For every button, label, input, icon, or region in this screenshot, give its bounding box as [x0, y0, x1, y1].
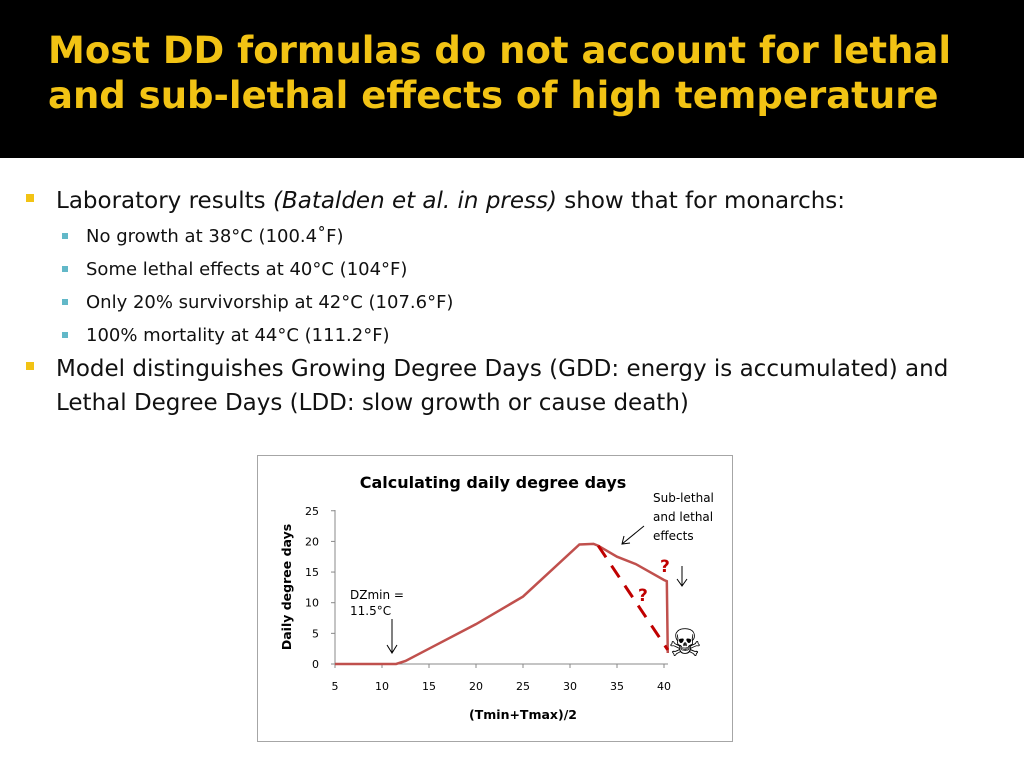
- chart-frame: Calculating daily degree days 0 5 10 15 20 25…: [257, 455, 733, 742]
- title-bar: Most DD formulas do not account for leth…: [0, 0, 1024, 158]
- dzmin-annotation: DZmin = 11.5°C: [350, 588, 404, 618]
- sublethal-arrow: [621, 525, 645, 545]
- sublethal-arrowhead: [621, 535, 631, 545]
- question-mark-lower: ?: [638, 586, 648, 606]
- x-tick-label: 40: [657, 680, 671, 693]
- y-tick-label: 5: [312, 627, 319, 640]
- subbullet-text: No growth at 38°C (100.4˚F): [86, 226, 344, 247]
- degree-days-line: [335, 542, 670, 666]
- y-axis-label: Daily degree days: [279, 524, 294, 650]
- y-tick-label: 10: [305, 597, 319, 610]
- subbullet: No growth at 38°C (100.4˚F): [62, 224, 343, 250]
- x-tick-label: 10: [375, 680, 389, 693]
- x-tick-label: 30: [563, 680, 577, 693]
- subbullet-marker: [62, 266, 68, 272]
- y-tick-label: 0: [312, 658, 319, 671]
- subbullet: Only 20% survivorship at 42°C (107.6°F): [62, 290, 453, 316]
- subbullet-marker: [62, 332, 68, 338]
- lethal-arrowhead: [676, 578, 688, 587]
- citation: (Batalden et al. in press): [272, 188, 557, 214]
- y-tick-label: 15: [305, 566, 319, 579]
- bullet-text: Model distinguishes Growing Degree Days …: [56, 356, 949, 416]
- dzmin-arrowhead: [386, 644, 398, 654]
- bullet-marker: [26, 362, 34, 370]
- subbullet: Some lethal effects at 40°C (104°F): [62, 257, 407, 283]
- lethal-dashed-line: [596, 544, 670, 651]
- x-tick-label: 5: [332, 680, 339, 693]
- bullet-lab-results: Laboratory results (Batalden et al. in p…: [26, 184, 845, 218]
- bullet-text-pre: Laboratory results: [56, 188, 273, 214]
- bullet-marker: [26, 194, 34, 202]
- sublethal-annotation: Sub-lethal and lethal effects: [653, 491, 714, 543]
- y-tick-label: 25: [305, 505, 319, 518]
- bullet-text-post: show that for monarchs:: [556, 188, 846, 214]
- x-tick-label: 35: [610, 680, 624, 693]
- subbullet-text: Only 20% survivorship at 42°C (107.6°F): [86, 292, 454, 313]
- degree-days-chart: Calculating daily degree days 0510152025…: [279, 473, 714, 722]
- subbullet: 100% mortality at 44°C (111.2°F): [62, 323, 390, 349]
- y-tick-label: 20: [305, 535, 319, 548]
- title-divider: [0, 158, 1024, 162]
- chart-title: Calculating daily degree days: [360, 473, 627, 492]
- bullet-text: Laboratory results (Batalden et al. in p…: [56, 184, 845, 218]
- x-tick-label: 15: [422, 680, 436, 693]
- question-mark-upper: ?: [660, 557, 670, 577]
- subbullet-marker: [62, 299, 68, 305]
- subbullet-text: 100% mortality at 44°C (111.2°F): [86, 325, 390, 346]
- bullet-model: Model distinguishes Growing Degree Days …: [26, 352, 1001, 420]
- slide-title: Most DD formulas do not account for leth…: [48, 29, 952, 117]
- subbullet-text: Some lethal effects at 40°C (104°F): [86, 259, 408, 280]
- x-axis-label: (Tmin+Tmax)/2: [469, 707, 577, 722]
- skull-crossbones-icon: ☠: [668, 621, 702, 665]
- x-tick-label: 20: [469, 680, 483, 693]
- subbullet-marker: [62, 233, 68, 239]
- x-tick-label: 25: [516, 680, 530, 693]
